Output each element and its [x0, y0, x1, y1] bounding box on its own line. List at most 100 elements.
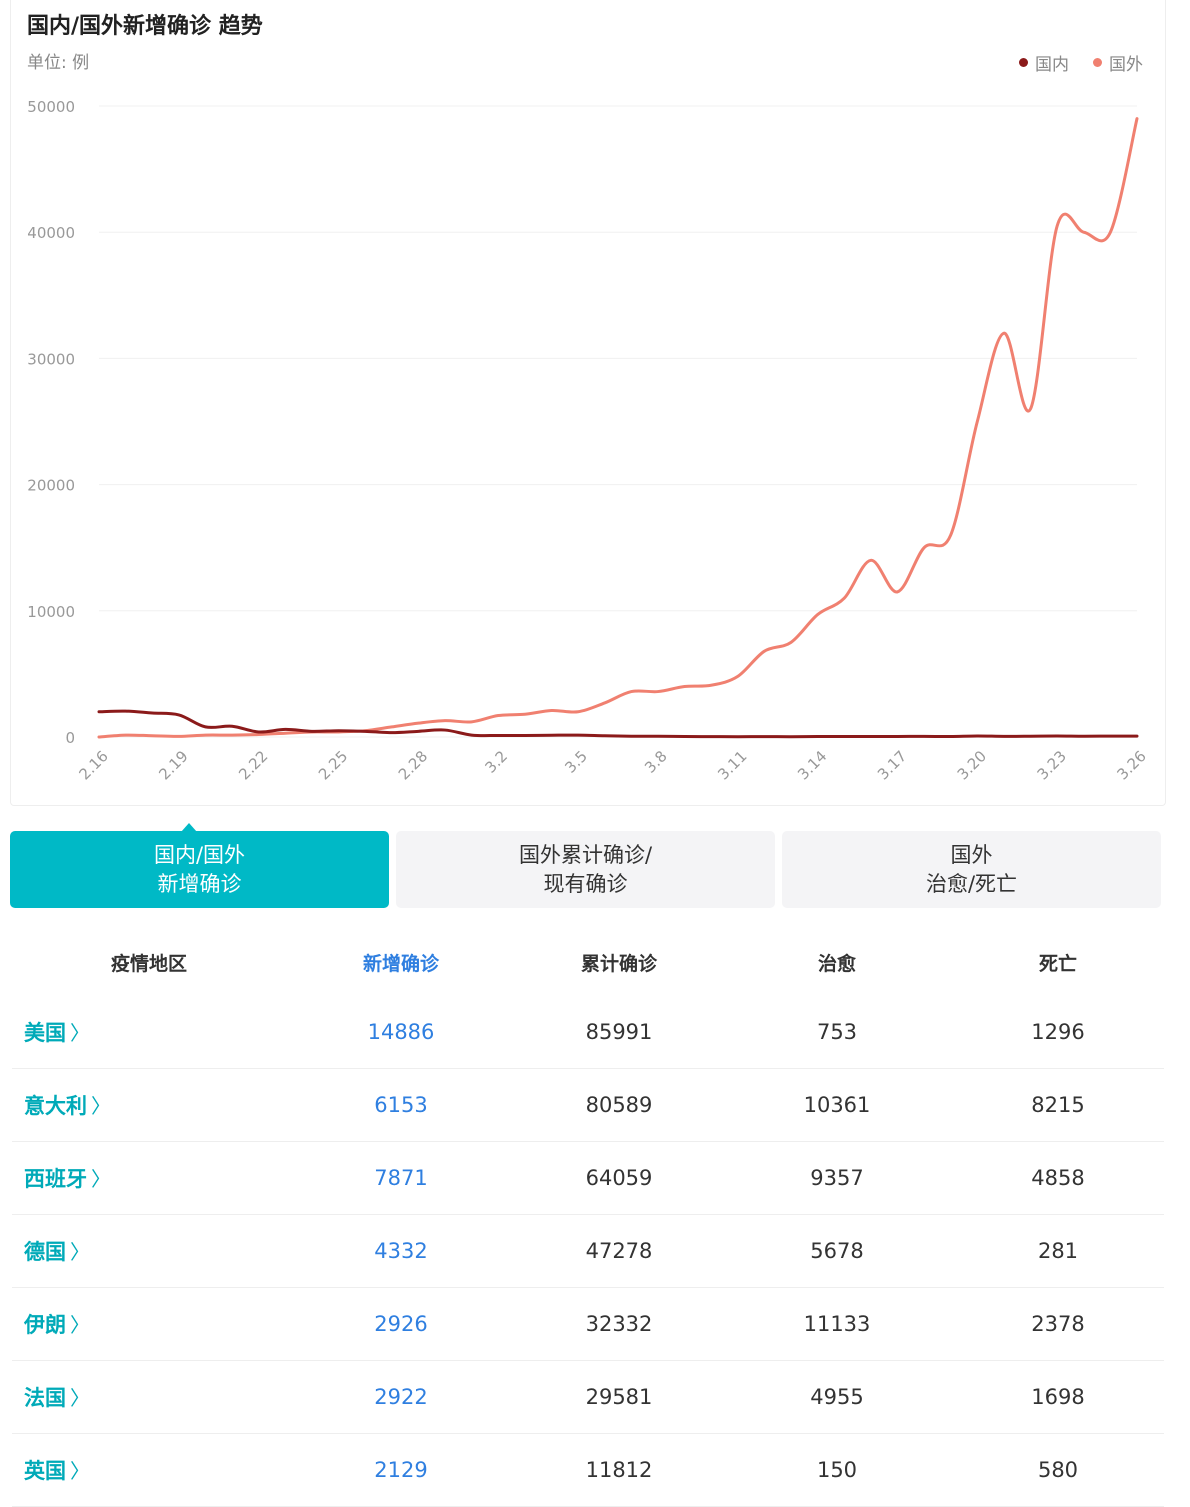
x-tick-label: 3.11: [714, 747, 750, 783]
tab-label-line2: 新增确诊: [157, 871, 242, 896]
region-cell[interactable]: 英国 〉: [12, 1433, 286, 1507]
new-confirmed-cell: 6153: [286, 1068, 516, 1142]
legend-dot-foreign: [1093, 58, 1102, 67]
chart-title: 国内/国外新增确诊 趋势: [27, 14, 263, 39]
region-link[interactable]: 英国: [24, 1459, 66, 1483]
chevron-right-icon: 〉: [70, 1459, 90, 1483]
x-tick-label: 3.14: [794, 747, 830, 783]
chart-legend: 国内 国外: [1019, 50, 1143, 75]
dead-cell: 1698: [952, 1360, 1164, 1434]
series-line-domestic: [97, 709, 1139, 739]
tab-label-line1: 国外: [950, 842, 993, 867]
new-confirmed-cell: 2129: [286, 1433, 516, 1507]
region-cell[interactable]: 德国 〉: [12, 1214, 286, 1288]
legend-item-foreign[interactable]: 国外: [1093, 50, 1143, 75]
chart-tabs: 国内/国外 新增确诊 国外累计确诊/ 现有确诊 国外 治愈/死亡: [10, 831, 1162, 908]
legend-label-domestic: 国内: [1035, 55, 1069, 75]
new-confirmed-cell: 2922: [286, 1360, 516, 1434]
y-tick-label: 0: [65, 729, 75, 747]
table-row[interactable]: 法国 〉 2922 29581 4955 1698: [12, 1360, 1164, 1434]
chevron-right-icon: 〉: [70, 1021, 90, 1045]
cured-cell: 9357: [722, 1141, 952, 1215]
x-tick-label: 2.22: [235, 747, 271, 783]
chart-unit: 单位: 例: [27, 53, 90, 73]
x-tick-label: 2.28: [395, 747, 431, 783]
new-confirmed-cell: 4332: [286, 1214, 516, 1288]
region-link[interactable]: 法国: [24, 1386, 66, 1410]
region-link[interactable]: 美国: [24, 1021, 66, 1045]
dead-cell: 1296: [952, 996, 1164, 1069]
chevron-right-icon: 〉: [70, 1386, 90, 1410]
legend-label-foreign: 国外: [1109, 55, 1143, 75]
tab-label-line1: 国内/国外: [153, 842, 246, 867]
region-cell[interactable]: 西班牙 〉: [12, 1141, 286, 1215]
tab-label-line1: 国外累计确诊/: [518, 842, 653, 867]
x-tick-label: 2.16: [75, 747, 111, 783]
series-line-foreign: [97, 117, 1139, 739]
new-confirmed-cell: 7871: [286, 1141, 516, 1215]
total-confirmed-cell: 29581: [516, 1360, 722, 1434]
chevron-right-icon: 〉: [70, 1240, 90, 1264]
header-dead[interactable]: 死亡: [1038, 952, 1077, 975]
header-total-confirmed[interactable]: 累计确诊: [580, 952, 657, 975]
region-link[interactable]: 伊朗: [24, 1313, 66, 1337]
region-link[interactable]: 德国: [24, 1240, 66, 1264]
x-tick-label: 3.5: [561, 747, 591, 777]
cured-cell: 753: [722, 996, 952, 1069]
dead-cell: 580: [952, 1433, 1164, 1507]
x-tick-label: 2.19: [155, 747, 191, 783]
header-new-confirmed[interactable]: 新增确诊: [362, 952, 439, 975]
cured-cell: 150: [722, 1433, 952, 1507]
region-cell[interactable]: 法国 〉: [12, 1360, 286, 1434]
chart-card: 0 10000 20000 30000 40000 50000 2.16 2.19 2.22 2.…: [10, 0, 1166, 806]
total-confirmed-cell: 64059: [516, 1141, 722, 1215]
table-row[interactable]: 美国 〉 14886 85991 753 1296: [12, 996, 1164, 1069]
legend-item-domestic[interactable]: 国内: [1019, 50, 1069, 75]
region-cell[interactable]: 美国 〉: [12, 996, 286, 1069]
total-confirmed-cell: 85991: [516, 996, 722, 1069]
cured-cell: 5678: [722, 1214, 952, 1288]
region-link[interactable]: 意大利: [24, 1094, 87, 1118]
tab-new-confirmed[interactable]: 国内/国外 新增确诊: [10, 831, 389, 908]
table-row[interactable]: 英国 〉 2129 11812 150 580: [12, 1433, 1164, 1507]
table-header-row: 疫情地区 新增确诊 累计确诊 治愈 死亡: [12, 928, 1164, 996]
chevron-right-icon: 〉: [70, 1313, 90, 1337]
dead-cell: 8215: [952, 1068, 1164, 1142]
tab-total-confirmed[interactable]: 国外累计确诊/ 现有确诊: [396, 831, 775, 908]
region-cell[interactable]: 意大利 〉: [12, 1068, 286, 1142]
header-region: 疫情地区: [110, 952, 187, 975]
x-tick-label: 3.26: [1113, 747, 1149, 783]
table-row[interactable]: 伊朗 〉 2926 32332 11133 2378: [12, 1287, 1164, 1361]
x-tick-label: 3.8: [641, 747, 671, 777]
x-tick-label: 2.25: [315, 747, 351, 783]
new-confirmed-cell: 2926: [286, 1287, 516, 1361]
tab-label-line2: 治愈/死亡: [925, 871, 1018, 896]
table-row[interactable]: 意大利 〉 6153 80589 10361 8215: [12, 1068, 1164, 1142]
chevron-right-icon: 〉: [91, 1094, 111, 1118]
cured-cell: 10361: [722, 1068, 952, 1142]
y-tick-label: 10000: [27, 603, 75, 621]
total-confirmed-cell: 11812: [516, 1433, 722, 1507]
table-row[interactable]: 西班牙 〉 7871 64059 9357 4858: [12, 1141, 1164, 1215]
y-tick-label: 40000: [27, 224, 75, 242]
y-tick-label: 20000: [27, 477, 75, 495]
tab-cured-dead[interactable]: 国外 治愈/死亡: [782, 831, 1161, 908]
total-confirmed-cell: 80589: [516, 1068, 722, 1142]
total-confirmed-cell: 32332: [516, 1287, 722, 1361]
y-tick-label: 30000: [27, 350, 75, 368]
tab-label-line2: 现有确诊: [543, 871, 628, 896]
new-confirmed-cell: 14886: [286, 996, 516, 1069]
table-row[interactable]: 德国 〉 4332 47278 5678 281: [12, 1214, 1164, 1288]
legend-dot-domestic: [1019, 58, 1028, 67]
region-table: 疫情地区 新增确诊 累计确诊 治愈 死亡 美国 〉 14886 85991 753 129…: [12, 928, 1164, 1507]
dead-cell: 2378: [952, 1287, 1164, 1361]
x-tick-label: 3.17: [874, 747, 910, 783]
x-tick-label: 3.23: [1034, 747, 1070, 783]
header-cured[interactable]: 治愈: [817, 952, 856, 975]
trend-chart: 0 10000 20000 30000 40000 50000 2.16 2.19 2.22 2.…: [27, 98, 1150, 783]
region-link[interactable]: 西班牙: [24, 1167, 87, 1191]
active-tab-pointer: [181, 823, 197, 832]
region-cell[interactable]: 伊朗 〉: [12, 1287, 286, 1361]
cured-cell: 4955: [722, 1360, 952, 1434]
cured-cell: 11133: [722, 1287, 952, 1361]
